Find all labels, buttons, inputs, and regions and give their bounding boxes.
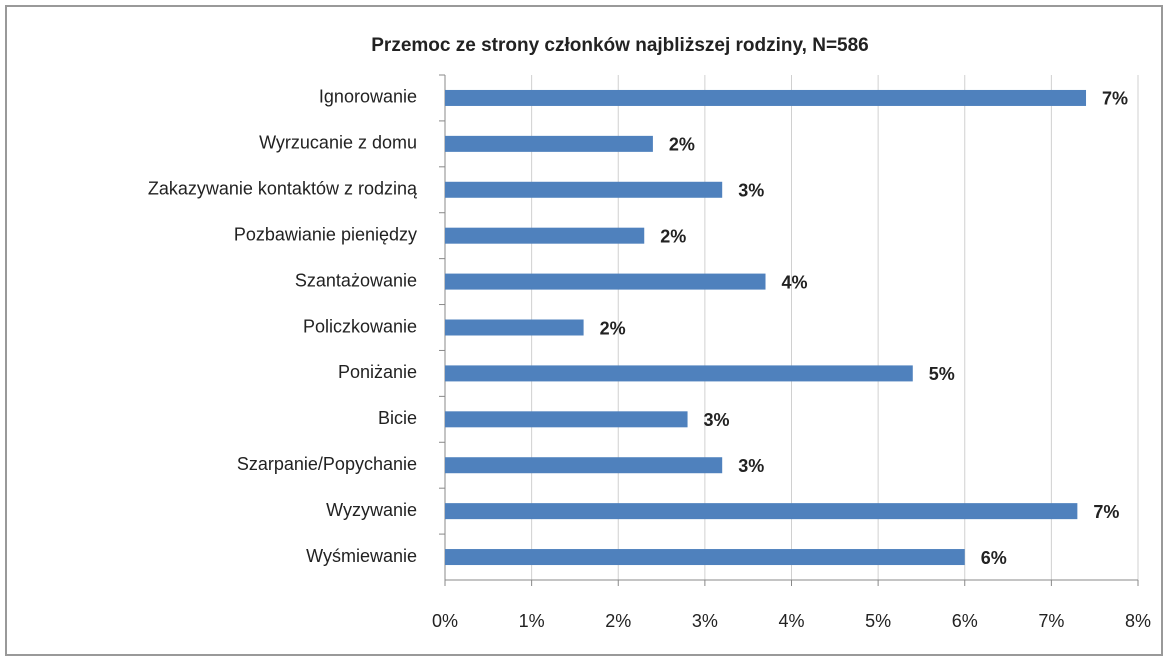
bar: [445, 411, 688, 428]
x-tick-label: 2%: [605, 611, 631, 631]
y-tick-label: Wyśmiewanie: [306, 546, 417, 566]
value-label: 7%: [1093, 502, 1119, 522]
bar: [445, 227, 645, 244]
bar: [445, 503, 1078, 520]
y-tick-label: Pozbawianie pieniędzy: [234, 224, 417, 244]
y-tick-label: Policzkowanie: [303, 316, 417, 336]
y-tick-label: Zakazywanie kontaktów z rodziną: [148, 179, 418, 199]
y-tick-label: Szantażowanie: [295, 270, 417, 290]
y-tick-label: Poniżanie: [338, 362, 417, 382]
bar: [445, 273, 766, 290]
x-tick-label: 4%: [778, 611, 804, 631]
x-tick-label: 0%: [432, 611, 458, 631]
value-label: 4%: [782, 272, 808, 292]
chart-frame: [5, 5, 1163, 656]
chart-title: Przemoc ze strony członków najbliższej r…: [371, 35, 869, 56]
value-label: 2%: [669, 135, 695, 155]
x-tick-label: 8%: [1125, 611, 1151, 631]
value-label: 3%: [738, 456, 764, 476]
value-label: 3%: [738, 181, 764, 201]
value-label: 7%: [1102, 89, 1128, 109]
x-tick-label: 7%: [1038, 611, 1064, 631]
value-label: 2%: [660, 226, 686, 246]
x-tick-label: 3%: [692, 611, 718, 631]
bar: [445, 135, 653, 152]
bar: [445, 319, 584, 336]
y-tick-label: Wyrzucanie z domu: [259, 133, 417, 153]
x-tick-label: 1%: [519, 611, 545, 631]
x-tick-label: 5%: [865, 611, 891, 631]
y-tick-label: Szarpanie/Popychanie: [237, 454, 417, 474]
bar: [445, 365, 913, 382]
value-label: 5%: [929, 364, 955, 384]
bar: [445, 89, 1087, 106]
bar: [445, 549, 965, 566]
y-tick-label: Ignorowanie: [319, 87, 417, 107]
value-label: 3%: [704, 410, 730, 430]
bar: [445, 181, 723, 198]
value-label: 6%: [981, 548, 1007, 568]
y-tick-label: Bicie: [378, 408, 417, 428]
value-label: 2%: [600, 318, 626, 338]
x-tick-label: 6%: [952, 611, 978, 631]
bar: [445, 457, 723, 474]
y-tick-label: Wyzywanie: [326, 500, 417, 520]
